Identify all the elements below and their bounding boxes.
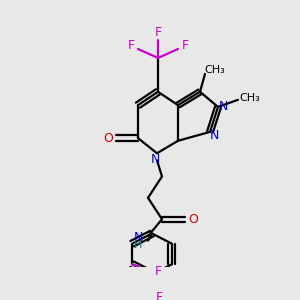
Text: O: O: [103, 132, 113, 145]
Text: N: N: [150, 153, 160, 166]
Text: CH₃: CH₃: [240, 93, 260, 103]
Text: H: H: [134, 240, 142, 250]
Text: N: N: [133, 231, 143, 244]
Text: O: O: [188, 213, 198, 226]
Text: N: N: [209, 129, 219, 142]
Text: F: F: [155, 291, 163, 300]
Text: F: F: [154, 26, 162, 40]
Text: N: N: [218, 100, 228, 113]
Text: F: F: [154, 265, 162, 278]
Text: F: F: [128, 39, 135, 52]
Text: F: F: [182, 39, 189, 52]
Text: CH₃: CH₃: [205, 65, 225, 75]
